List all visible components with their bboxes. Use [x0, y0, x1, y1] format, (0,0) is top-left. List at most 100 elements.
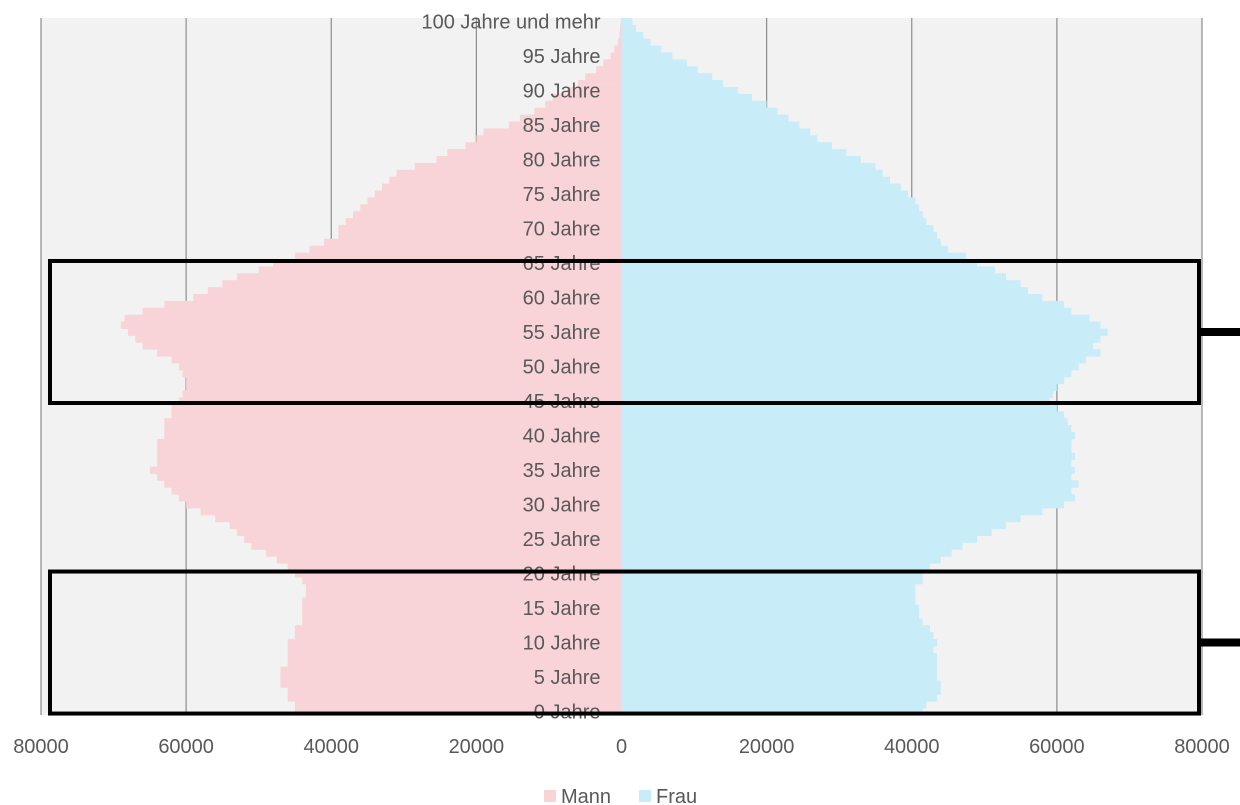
age-label: 5 Jahre [534, 667, 601, 689]
bar-mann [171, 356, 622, 364]
bar-frau [621, 259, 978, 267]
bar-frau [621, 576, 923, 585]
bar-frau [621, 680, 941, 688]
bar-mann [287, 659, 622, 668]
bar-mann [374, 190, 622, 198]
x-axis-ticks: 80000 60000 40000 20000 0 20000 40000 60000 8000… [13, 736, 1230, 758]
bar-frau [621, 349, 1101, 357]
bar-frau [621, 190, 909, 198]
bar-mann [178, 363, 622, 371]
x-tick-label: 80000 [13, 736, 69, 758]
bar-mann [603, 59, 622, 67]
bar-frau [621, 501, 1065, 509]
legend-swatch-mann [544, 790, 556, 802]
bar-mann [164, 300, 622, 309]
bar-frau [621, 24, 637, 33]
bar-mann [302, 597, 622, 605]
bar-frau [621, 231, 938, 240]
bar-mann [164, 480, 622, 488]
bar-mann [215, 514, 622, 523]
bar-mann [294, 252, 622, 260]
bar-frau [621, 204, 920, 212]
bar-mann [128, 328, 622, 336]
bar-frau [621, 666, 938, 674]
bar-mann [353, 211, 622, 219]
bar-frau [621, 149, 847, 157]
bar-frau [621, 218, 927, 226]
bar-frau [621, 80, 724, 88]
bar-frau [621, 473, 1072, 481]
bar-mann [414, 162, 622, 171]
bar-mann [171, 411, 622, 419]
bar-mann [294, 701, 622, 709]
age-label: 55 Jahre [523, 322, 601, 344]
bar-mann [287, 563, 622, 571]
bar-mann [610, 52, 622, 60]
bar-mann [614, 45, 622, 53]
legend-label-mann: Mann [561, 786, 611, 805]
bar-mann [596, 66, 622, 74]
bar-mann [273, 259, 622, 267]
bar-mann [244, 535, 622, 543]
legend-swatch-frau [639, 790, 651, 802]
bar-frau [621, 31, 644, 40]
bar-mann [164, 418, 622, 426]
bar-frau [621, 570, 923, 578]
bar-mann [287, 645, 622, 654]
bar-mann [382, 183, 622, 191]
bar-mann [338, 231, 622, 240]
bar-frau [621, 342, 1094, 350]
bar-frau [621, 514, 1021, 523]
bar-frau [621, 18, 633, 26]
bar-mann [280, 666, 622, 674]
bar-frau [621, 611, 920, 619]
age-label: 65 Jahre [523, 253, 601, 275]
bar-frau [621, 328, 1108, 336]
bar-frau [621, 114, 789, 122]
bar-frau [621, 314, 1090, 323]
bar-mann [367, 197, 622, 205]
bar-frau [621, 480, 1079, 488]
bar-mann [171, 404, 622, 412]
bar-mann [120, 321, 622, 329]
x-tick-label: 40000 [303, 736, 359, 758]
bar-mann [157, 459, 622, 467]
bar-mann [552, 93, 622, 102]
bar-frau [621, 549, 952, 557]
bar-mann [360, 204, 622, 212]
bar-frau [621, 238, 941, 247]
bar-frau [621, 597, 916, 605]
age-label: 10 Jahre [523, 633, 601, 655]
age-label: 50 Jahre [523, 357, 601, 379]
age-label: 95 Jahre [523, 46, 601, 68]
highlight-boxes [48, 258, 1240, 716]
bar-mann [157, 445, 622, 454]
x-tick-label: 60000 [1029, 736, 1085, 758]
bar-mann [620, 24, 622, 33]
bar-mann [294, 625, 622, 633]
bar-frau [621, 583, 916, 592]
legend: Mann Frau [544, 786, 697, 805]
bar-frau [621, 701, 927, 709]
bar-frau [621, 376, 1065, 385]
bar-mann [323, 238, 622, 247]
bar-frau [621, 459, 1072, 467]
bar-mann [229, 521, 622, 530]
bar-frau [621, 556, 941, 564]
bar-mann [534, 107, 622, 116]
age-label: 100 Jahre und mehr [421, 11, 600, 33]
bar-mann [186, 383, 622, 392]
age-label: 30 Jahre [523, 495, 601, 517]
age-label: 35 Jahre [523, 460, 601, 482]
age-label: 60 Jahre [523, 287, 601, 309]
bar-frau [621, 687, 941, 695]
bar-mann [124, 314, 622, 323]
bar-mann [142, 342, 622, 350]
bar-mann [149, 466, 622, 474]
bar-mann [294, 632, 622, 640]
bar-frau [621, 183, 901, 191]
age-label: 75 Jahre [523, 184, 601, 206]
bar-frau [621, 694, 938, 702]
